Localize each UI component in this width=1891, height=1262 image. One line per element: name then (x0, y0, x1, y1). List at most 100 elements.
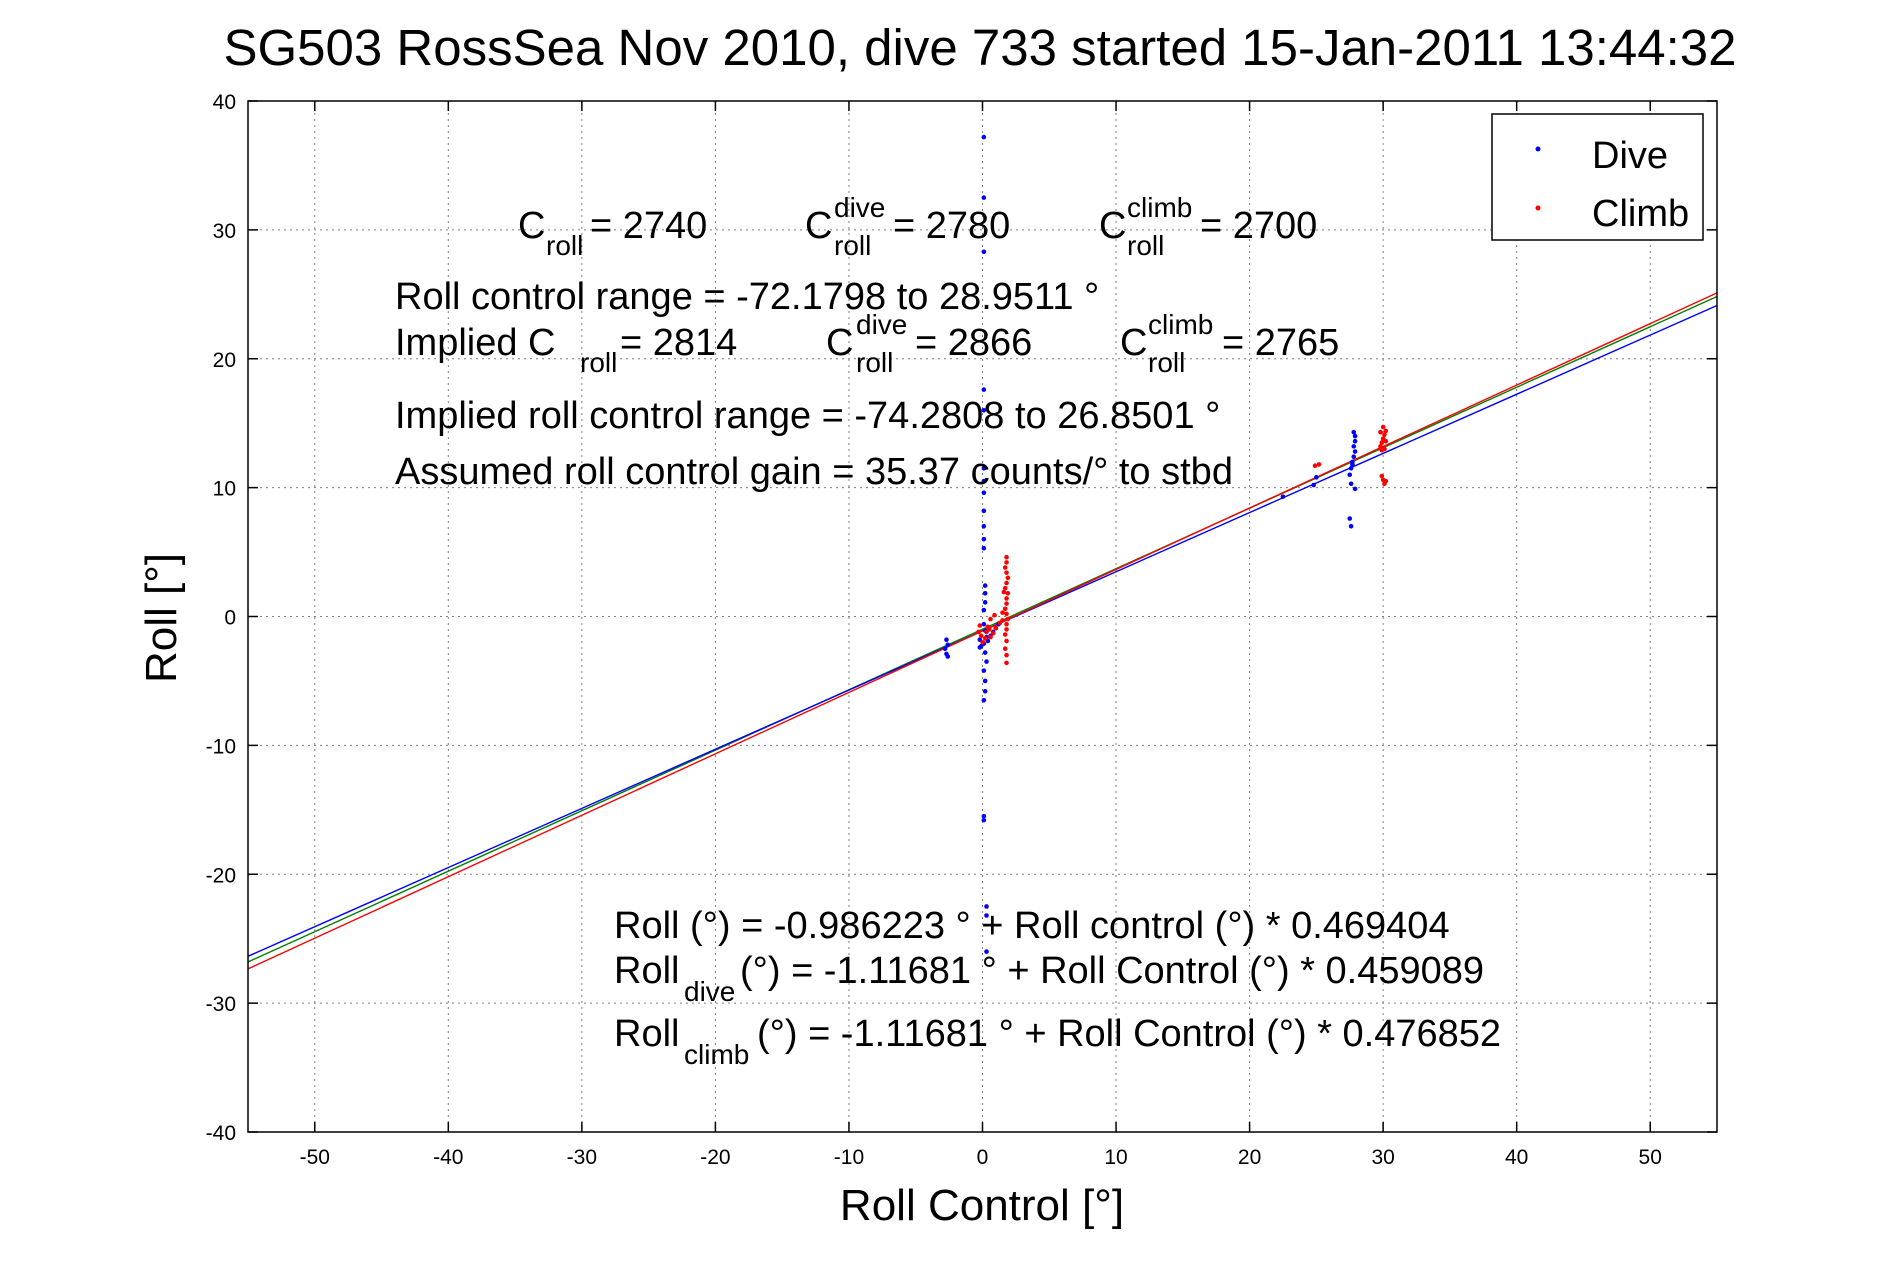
implied-c-roll-climb-annotation: C climb roll = 2765 (1120, 309, 1339, 378)
climb-point (1004, 660, 1009, 666)
dive-point (982, 600, 988, 605)
dive-point (945, 642, 951, 648)
x-tick-label: 10 (1104, 1146, 1127, 1169)
climb-point (1005, 575, 1011, 581)
c-roll-dive-sup: dive (834, 192, 885, 223)
dive-point (1350, 462, 1355, 467)
climb-point (1383, 478, 1389, 484)
climb-point (1312, 463, 1318, 469)
fit-equation-all: Roll (°) = -0.986223 ° + Roll control (°… (614, 905, 1450, 947)
climb-point (976, 629, 981, 635)
dive-point (981, 523, 987, 529)
x-tick-label: -50 (300, 1146, 330, 1169)
climb-point (993, 625, 999, 631)
climb-point (1004, 621, 1009, 627)
legend-box (1491, 113, 1704, 241)
dive-point (984, 949, 989, 954)
y-tick-label: -40 (206, 1122, 236, 1145)
y-tick-label: 30 (213, 220, 236, 243)
climb-point (1005, 591, 1011, 596)
legend: Dive Climb (1491, 113, 1704, 241)
climb-point (1002, 632, 1008, 637)
fit-lines (247, 292, 1718, 970)
fit-line (247, 295, 1718, 963)
implied-prefix: Implied C (395, 322, 556, 364)
climb-point (1380, 424, 1386, 430)
dive-point (945, 654, 951, 659)
climb-point (1383, 438, 1389, 444)
fit-dive-rest: (°) = -1.11681 ° + Roll Control (°) * 0.… (740, 950, 1484, 992)
climb-point (1378, 444, 1383, 449)
implied-dive-base: C (826, 322, 853, 364)
implied-dive-sub: roll (856, 347, 893, 378)
dive-point (984, 913, 989, 918)
c-roll-climb-sub: roll (1127, 230, 1164, 261)
climb-point (980, 639, 985, 645)
y-tick-label: 0 (224, 607, 236, 630)
dive-point (981, 536, 987, 542)
c-roll-value: = 2740 (590, 205, 707, 247)
climb-point (978, 633, 984, 639)
climb-point (1004, 580, 1009, 586)
climb-point (990, 630, 996, 636)
legend-climb-label: Climb (1592, 193, 1689, 235)
climb-point (1002, 606, 1008, 612)
dive-point (984, 659, 989, 664)
climb-point (1004, 638, 1009, 644)
climb-point (982, 636, 988, 641)
dive-point (984, 904, 989, 909)
dive-point (981, 668, 987, 673)
implied-dive-value: = 2866 (915, 322, 1032, 364)
fit-climb-sub: climb (684, 1039, 749, 1070)
implied-climb-sub: roll (1148, 347, 1185, 378)
dive-point (1352, 486, 1358, 492)
c-roll-climb-base: C (1099, 205, 1126, 247)
fit-climb-base: Roll (614, 1013, 679, 1055)
dive-point (982, 591, 988, 596)
dive-point (1280, 494, 1286, 499)
dive-point (981, 249, 987, 255)
climb-point (1002, 646, 1008, 652)
y-tick-label: 10 (213, 478, 236, 501)
c-roll-sub: roll (546, 230, 583, 261)
c-roll-climb-value: = 2700 (1200, 205, 1317, 247)
dive-point (1348, 523, 1354, 529)
data-points (942, 134, 1389, 954)
c-roll-dive-annotation: C dive roll = 2780 (805, 192, 1010, 261)
x-axis-label: Roll Control [°] (840, 1181, 1124, 1230)
x-tick-label: 30 (1371, 1146, 1394, 1169)
c-roll-dive-value: = 2780 (893, 205, 1010, 247)
dive-point (981, 490, 987, 496)
dive-point (1352, 449, 1358, 454)
y-tick-label: -20 (206, 864, 236, 887)
climb-point (988, 616, 993, 622)
legend-dive-marker (1535, 146, 1541, 152)
dive-point (1314, 475, 1319, 480)
dive-point (981, 607, 987, 613)
climb-point (1004, 560, 1009, 565)
climb-point (1004, 554, 1009, 560)
implied-sub: roll (580, 347, 617, 378)
dive-point (1352, 438, 1358, 444)
y-tick-label: 20 (213, 349, 236, 372)
climb-point (1000, 610, 1005, 615)
climb-point (1379, 440, 1385, 445)
climb-point (988, 634, 993, 640)
fit-line (247, 292, 1718, 970)
c-roll-dive-base: C (805, 205, 832, 247)
implied-c-roll-dive-annotation: C dive roll = 2866 (826, 309, 1032, 378)
climb-point (1005, 616, 1011, 622)
fit-equation-climb: Roll climb (°) = -1.11681 ° + Roll Contr… (614, 1013, 1501, 1070)
dive-point (942, 646, 948, 652)
climb-point (1382, 446, 1387, 452)
implied-climb-value: = 2765 (1222, 322, 1339, 364)
x-tick-label: 50 (1639, 1146, 1662, 1169)
x-tick-label: 40 (1505, 1146, 1528, 1169)
climb-point (1379, 473, 1385, 479)
climb-point (977, 623, 983, 628)
x-tick-label: -30 (567, 1146, 597, 1169)
dive-point (1351, 444, 1357, 449)
dive-point (981, 697, 987, 703)
c-roll-base: C (518, 205, 545, 247)
